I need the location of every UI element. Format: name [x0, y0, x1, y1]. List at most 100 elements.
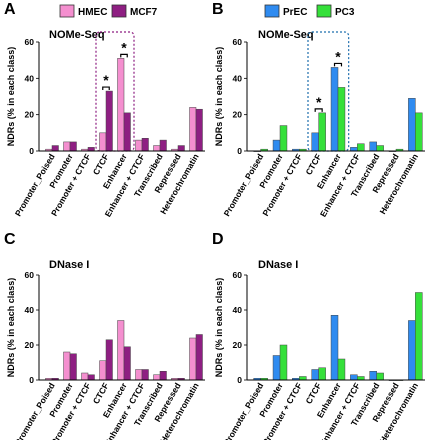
bar: [141, 138, 149, 152]
bar: [189, 107, 197, 152]
chart-title: DNase I: [258, 259, 298, 271]
y-tick-label: 60: [233, 270, 243, 280]
legend-label: HMEC: [78, 7, 107, 18]
panel-A: A NOMe-Seq HMEC MCF7 NDRs (% in each class) 0…: [4, 1, 205, 219]
bar: [189, 337, 197, 381]
bar: [311, 132, 319, 152]
bar: [408, 98, 416, 152]
chart-title: NOMe-Seq: [49, 29, 105, 41]
panel-letter: B: [212, 1, 224, 18]
chart-title: NOMe-Seq: [258, 29, 314, 41]
bar: [123, 112, 131, 152]
bar: [69, 353, 77, 381]
bar: [69, 141, 77, 152]
significance-bracket: [333, 62, 343, 67]
legend-swatch: [59, 4, 75, 18]
bar: [311, 369, 319, 381]
bar: [159, 139, 167, 152]
significance-bracket: [120, 53, 128, 58]
y-tick-label: 40: [233, 73, 243, 83]
bar: [105, 90, 113, 152]
bar: [135, 369, 143, 381]
bar: [195, 108, 203, 152]
bar: [87, 147, 95, 152]
legend-label: PC3: [335, 7, 355, 18]
y-tick-label: 20: [233, 340, 243, 350]
y-tick-label: 40: [233, 305, 243, 315]
significance-star: *: [103, 72, 109, 88]
y-tick-label: 20: [25, 340, 35, 350]
legend-label: MCF7: [130, 7, 158, 18]
bar: [99, 360, 107, 381]
bar: [272, 355, 281, 381]
bar: [87, 374, 95, 381]
bar: [369, 371, 377, 381]
significance-bracket: [314, 108, 323, 112]
panel-letter: D: [212, 231, 224, 248]
bar: [350, 147, 358, 152]
y-axis-label: NDRs (% in each class): [6, 278, 16, 378]
y-tick-label: 40: [25, 73, 35, 83]
x-tick-label: CTCF: [303, 381, 323, 406]
legend-swatch: [316, 4, 332, 18]
y-tick-label: 20: [25, 110, 35, 120]
bar: [63, 351, 71, 381]
bar: [153, 145, 161, 152]
bar: [369, 141, 377, 152]
y-tick-label: 60: [233, 37, 243, 47]
y-axis-label: NDRs (% in each class): [214, 278, 224, 378]
chart-title: DNase I: [49, 259, 89, 271]
bar: [318, 112, 326, 152]
legend-label: PrEC: [283, 7, 307, 18]
y-tick-label: 0: [29, 375, 34, 385]
y-tick-label: 40: [25, 305, 35, 315]
significance-star: *: [121, 39, 127, 55]
bar: [153, 374, 161, 381]
panel-B: B NOMe-Seq PrEC PC3 NDRs (% in each class) 0 2…: [212, 1, 425, 219]
bar: [415, 112, 423, 152]
bar: [272, 139, 281, 152]
bar: [141, 369, 149, 381]
bar: [51, 145, 59, 152]
bar: [177, 145, 185, 152]
bar: [105, 339, 113, 381]
bar: [318, 367, 326, 381]
panel-letter: C: [4, 231, 16, 248]
bar: [350, 374, 358, 381]
bar: [337, 358, 346, 381]
y-tick-label: 0: [29, 146, 34, 156]
bar: [117, 320, 125, 381]
bar: [81, 372, 89, 381]
bar: [135, 139, 143, 152]
bar: [415, 292, 423, 381]
bar: [337, 87, 346, 152]
y-axis-label: NDRs (% in each class): [214, 47, 224, 147]
bar: [63, 141, 71, 152]
y-axis-label: NDRs (% in each class): [6, 47, 16, 147]
significance-star: *: [335, 48, 341, 64]
bar: [408, 320, 416, 381]
bar: [299, 376, 307, 381]
bar: [357, 376, 365, 381]
significance-bracket: [102, 86, 110, 91]
y-tick-label: 60: [25, 270, 35, 280]
y-tick-label: 20: [233, 110, 243, 120]
bar: [357, 143, 365, 152]
x-tick-label: CTCF: [303, 152, 323, 177]
bar: [376, 372, 384, 381]
bar: [123, 346, 131, 381]
panel-letter: A: [4, 1, 16, 18]
bar: [117, 58, 125, 152]
significance-star: *: [316, 94, 322, 110]
bar: [330, 315, 339, 381]
bar: [330, 67, 339, 152]
bar: [279, 344, 288, 381]
y-tick-label: 60: [25, 37, 35, 47]
bar: [376, 145, 384, 152]
y-tick-label: 0: [237, 375, 242, 385]
bar: [279, 125, 288, 152]
legend-swatch: [111, 4, 127, 18]
